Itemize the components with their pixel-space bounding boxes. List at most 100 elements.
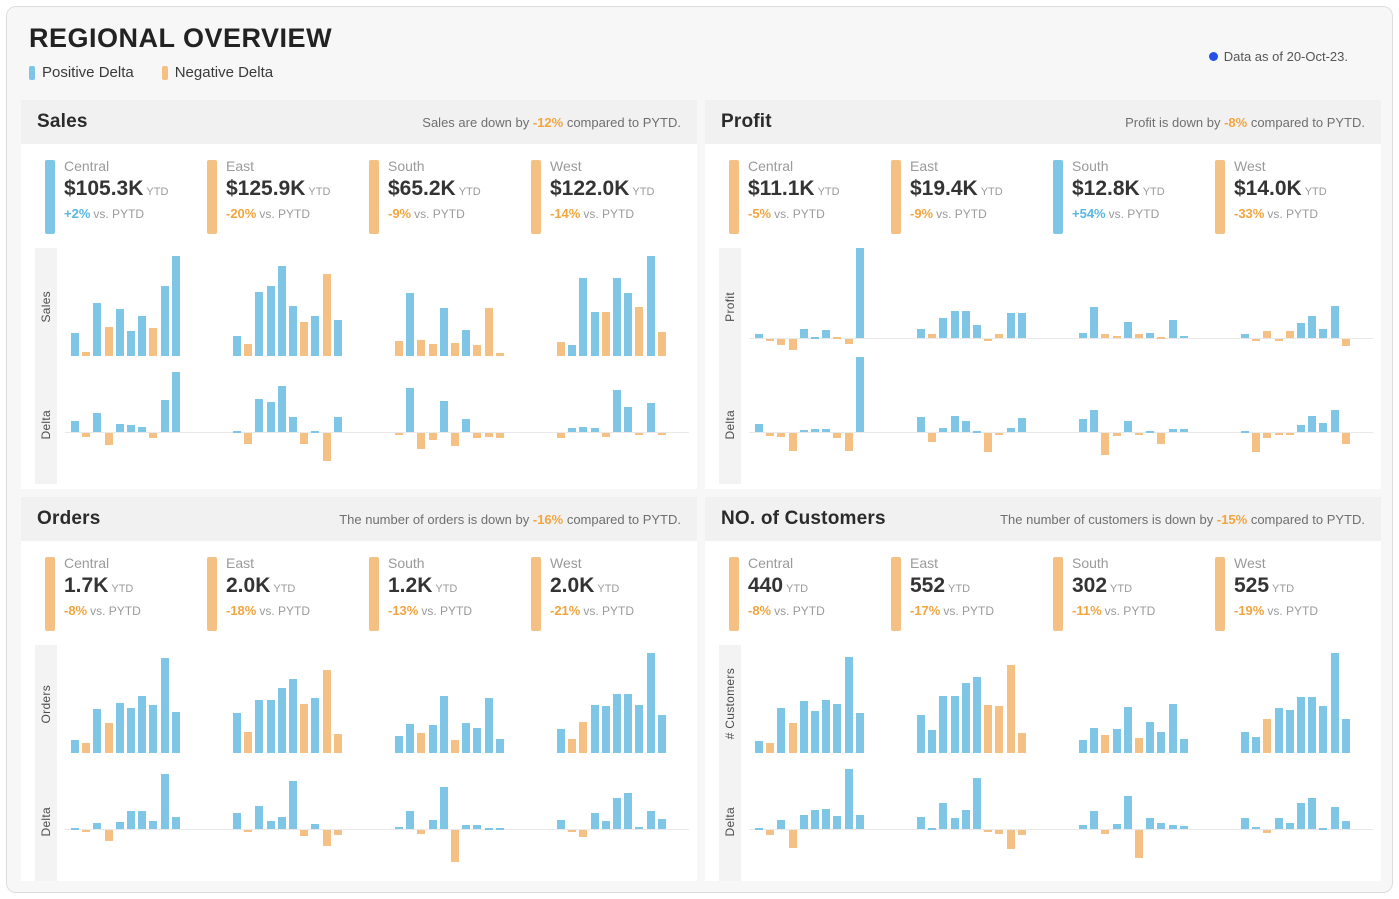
delta-bar[interactable] [495, 828, 504, 830]
value-bar[interactable] [311, 316, 320, 356]
value-bar[interactable] [1179, 336, 1188, 338]
value-bar[interactable] [1079, 332, 1087, 338]
kpi-card-customers-east[interactable]: East 552 YTD -17% vs. PYTD [891, 555, 1053, 641]
delta-bar[interactable] [799, 430, 808, 432]
value-bar[interactable] [71, 333, 79, 356]
delta-bar[interactable] [833, 815, 842, 829]
value-bar[interactable] [984, 705, 993, 753]
delta-bar[interactable] [333, 830, 342, 836]
value-bar[interactable] [149, 328, 158, 356]
value-bar[interactable] [1297, 697, 1305, 753]
value-bar[interactable] [300, 704, 309, 753]
delta-bar[interactable] [973, 431, 981, 433]
delta-bar[interactable] [917, 417, 925, 432]
value-bar[interactable] [495, 739, 504, 753]
value-bar[interactable] [138, 696, 147, 753]
delta-bar[interactable] [1101, 830, 1110, 834]
value-bar[interactable] [855, 713, 864, 753]
value-bar[interactable] [104, 723, 113, 753]
delta-bar[interactable] [1135, 830, 1143, 859]
delta-bar[interactable] [579, 830, 588, 838]
value-bar[interactable] [579, 722, 588, 753]
kpi-card-orders-south[interactable]: South 1.2K YTD -13% vs. PYTD [369, 555, 531, 641]
value-bar[interactable] [1157, 732, 1166, 753]
value-bar[interactable] [833, 337, 842, 339]
delta-bar[interactable] [1006, 428, 1015, 432]
value-bar[interactable] [557, 729, 565, 753]
value-bar[interactable] [104, 327, 113, 356]
value-bar[interactable] [635, 307, 644, 356]
value-bar[interactable] [1341, 339, 1350, 347]
value-bar[interactable] [1112, 336, 1121, 338]
value-bar[interactable] [439, 308, 448, 356]
delta-bar[interactable] [635, 827, 644, 829]
delta-bar[interactable] [104, 830, 113, 841]
delta-bar[interactable] [289, 780, 297, 829]
value-bar[interactable] [255, 700, 264, 753]
value-bar[interactable] [799, 701, 808, 753]
delta-bar[interactable] [266, 821, 275, 829]
delta-bar[interactable] [160, 400, 169, 432]
kpi-card-orders-west[interactable]: West 2.0K YTD -21% vs. PYTD [531, 555, 693, 641]
kpi-card-profit-central[interactable]: Central $11.1K YTD -5% vs. PYTD [729, 158, 891, 244]
value-bar[interactable] [917, 715, 925, 753]
delta-bar[interactable] [115, 821, 124, 829]
delta-bar[interactable] [233, 813, 241, 829]
value-bar[interactable] [1006, 665, 1015, 753]
value-bar[interactable] [93, 709, 102, 753]
value-bar[interactable] [1090, 728, 1099, 753]
delta-bar[interactable] [127, 424, 135, 432]
value-bar[interactable] [127, 331, 135, 356]
value-bar[interactable] [451, 740, 459, 753]
delta-bar[interactable] [1157, 822, 1166, 829]
delta-bar[interactable] [1079, 825, 1087, 829]
value-bar[interactable] [788, 723, 797, 753]
delta-bar[interactable] [579, 426, 588, 432]
value-bar[interactable] [1123, 707, 1132, 753]
delta-bar[interactable] [244, 433, 253, 444]
value-bar[interactable] [406, 724, 415, 753]
value-bar[interactable] [635, 705, 644, 753]
delta-bar[interactable] [995, 830, 1004, 834]
delta-bar[interactable] [451, 433, 459, 447]
value-bar[interactable] [822, 329, 831, 338]
value-bar[interactable] [624, 694, 633, 753]
delta-bar[interactable] [928, 828, 937, 830]
value-bar[interactable] [950, 696, 959, 753]
value-bar[interactable] [395, 736, 403, 753]
value-bar[interactable] [1146, 722, 1155, 753]
value-bar[interactable] [115, 703, 124, 753]
delta-bar[interactable] [451, 830, 459, 862]
value-bar[interactable] [93, 303, 102, 356]
value-bar[interactable] [277, 266, 286, 356]
delta-bar[interactable] [1006, 830, 1015, 850]
value-bar[interactable] [1090, 306, 1099, 338]
kpi-card-customers-west[interactable]: West 525 YTD -19% vs. PYTD [1215, 555, 1377, 641]
value-bar[interactable] [233, 336, 241, 356]
value-bar[interactable] [766, 339, 775, 341]
delta-bar[interactable] [755, 828, 763, 830]
delta-bar[interactable] [1263, 433, 1272, 439]
kpi-card-sales-central[interactable]: Central $105.3K YTD +2% vs. PYTD [45, 158, 207, 244]
delta-bar[interactable] [1263, 830, 1272, 833]
legend-item-positive-delta[interactable]: Positive Delta [29, 64, 134, 81]
delta-bar[interactable] [395, 827, 403, 829]
value-bar[interactable] [1241, 732, 1249, 753]
value-bar[interactable] [1308, 697, 1317, 753]
value-bar[interactable] [961, 683, 970, 753]
delta-bar[interactable] [1112, 823, 1121, 829]
value-bar[interactable] [657, 715, 666, 753]
kpi-card-customers-south[interactable]: South 302 YTD -11% vs. PYTD [1053, 555, 1215, 641]
kpi-card-profit-west[interactable]: West $14.0K YTD -33% vs. PYTD [1215, 158, 1377, 244]
value-bar[interactable] [788, 339, 797, 350]
value-bar[interactable] [255, 292, 264, 356]
value-bar[interactable] [766, 743, 775, 753]
delta-bar[interactable] [1252, 827, 1261, 829]
delta-bar[interactable] [1319, 828, 1328, 830]
delta-bar[interactable] [833, 433, 842, 439]
value-bar[interactable] [657, 332, 666, 356]
delta-bar[interactable] [1017, 417, 1026, 432]
value-bar[interactable] [1252, 339, 1261, 341]
value-bar[interactable] [601, 706, 610, 753]
delta-bar[interactable] [766, 830, 775, 836]
